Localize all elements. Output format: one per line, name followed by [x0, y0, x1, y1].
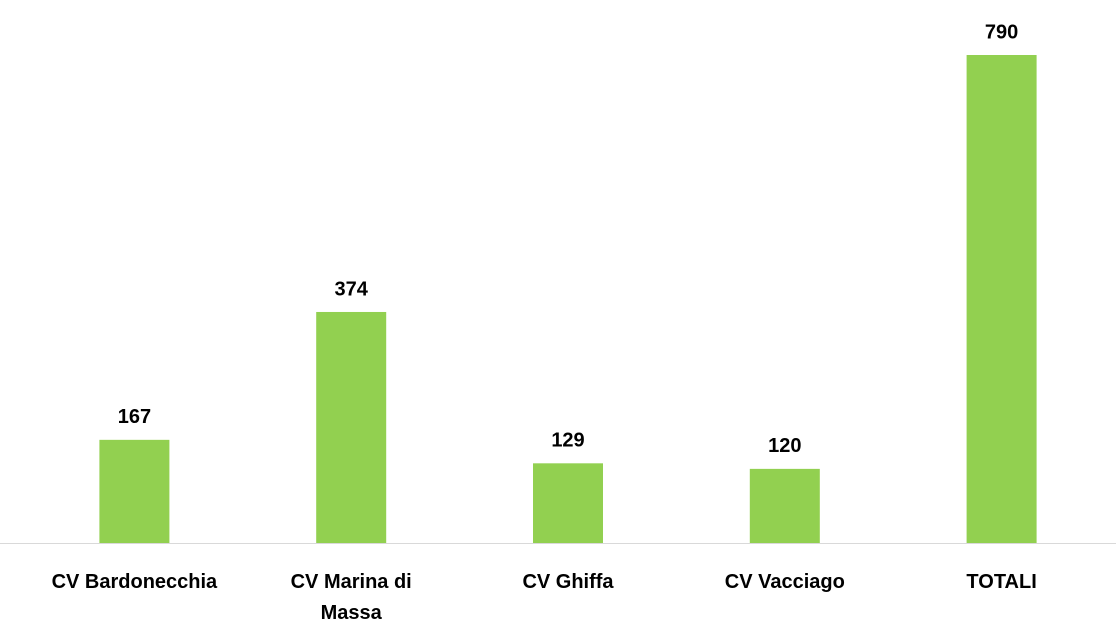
bar: [533, 463, 603, 543]
x-tick-label: CV Vacciago: [724, 571, 845, 593]
x-tick-label: TOTALI: [966, 571, 1037, 593]
value-label: 167: [118, 406, 151, 428]
bar: [316, 311, 387, 543]
value-label: 374: [335, 278, 369, 300]
value-label: 129: [551, 430, 584, 452]
x-tick-label: CV Bardonecchia: [51, 571, 218, 593]
bar: [749, 468, 820, 543]
bar: [99, 439, 170, 543]
x-tick-label: CV Ghiffa: [522, 571, 614, 593]
x-tick-label: CV Marina di Massa: [290, 571, 412, 624]
bar: [966, 55, 1037, 543]
value-label: 790: [985, 21, 1018, 43]
value-label: 120: [768, 435, 801, 457]
